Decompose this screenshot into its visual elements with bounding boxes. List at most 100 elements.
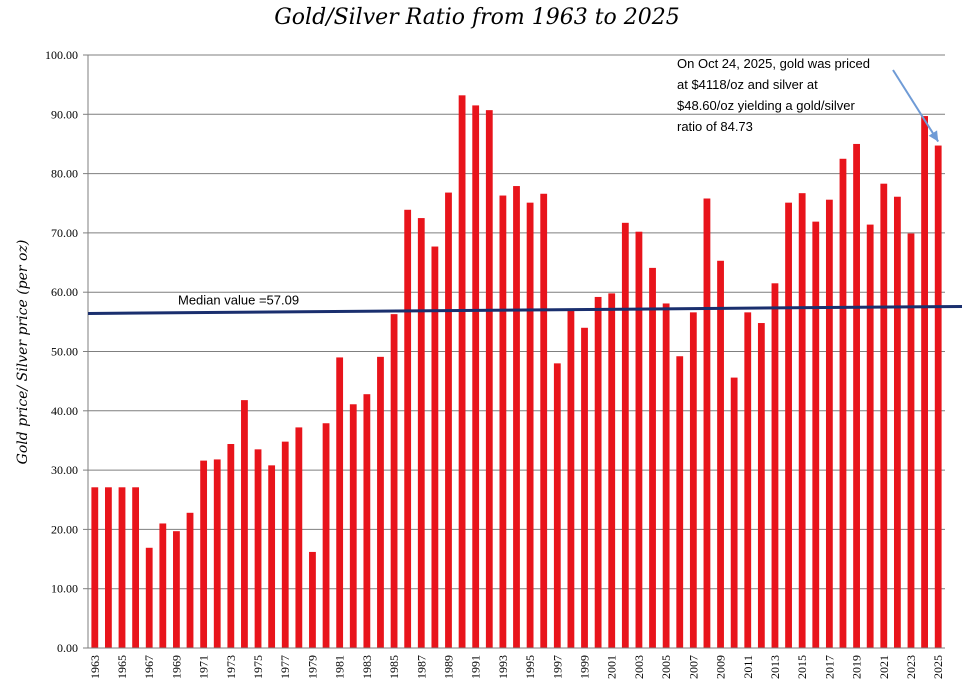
bar [853,143,860,648]
x-tick-label: 1981 [333,655,347,679]
bar [200,460,208,648]
y-tick-label: 30.00 [51,463,78,477]
annotation-line: ratio of 84.73 [677,119,753,134]
x-tick-label: 1995 [523,655,537,679]
y-tick-label: 10.00 [51,582,78,596]
x-tick-label: 2001 [605,655,619,679]
x-tick-label: 1971 [197,655,211,679]
x-tick-label: 1987 [414,655,428,679]
x-tick-label: 2015 [795,655,809,679]
bar [159,523,167,648]
bar [431,246,439,648]
bar [635,231,643,649]
bar [730,377,738,648]
bar [363,394,371,648]
bar [866,224,874,648]
bar [839,158,847,648]
x-tick-label: 2007 [686,655,700,679]
bar [594,296,602,648]
bar [621,222,629,648]
median-label: Median value =57.09 [178,292,299,307]
bar [227,444,235,648]
y-tick-labels: 0.00 10.00 20.00 30.00 40.00 50.00 60.00 70.00 8… [45,48,78,655]
bar [254,449,262,648]
bar [921,116,928,649]
bar [689,312,697,648]
bar [717,260,724,648]
x-tick-label: 1983 [360,655,374,679]
bar [676,356,684,648]
bar [744,312,752,648]
x-tick-label: 2013 [768,655,782,679]
bar [785,202,792,649]
bar [608,293,616,648]
bar [553,363,561,648]
y-tick-label: 40.00 [51,404,78,418]
bar [907,233,915,649]
bar [649,267,656,648]
bar [349,404,357,648]
annotation-line: $48.60/oz yielding a gold/silver [677,98,855,113]
bar [581,327,588,648]
bar [812,221,820,648]
bar [213,459,221,648]
x-tick-label: 1989 [441,655,455,679]
bar [145,547,153,648]
bar [322,423,330,648]
bar [771,283,779,648]
annotation-arrowhead [928,130,939,142]
bar [132,487,140,648]
y-tick-label: 0.00 [57,641,78,655]
bar [798,193,806,648]
x-tick-label: 2023 [904,655,918,679]
annotation: On Oct 24, 2025, gold was priced at $4118… [677,56,940,143]
bar [241,400,248,648]
bar [377,356,384,648]
bar [417,218,425,648]
bar [404,209,412,648]
bar [662,303,670,648]
bar [105,487,112,648]
x-tick-labels: 1963 1965 1967 1969 1971 1973 1975 1977 1979 1981… [88,655,945,679]
bar [567,310,575,648]
x-tick-label: 2003 [632,655,646,679]
x-tick-label: 2021 [877,655,891,679]
bar [281,441,289,648]
annotation-line: at $4118/oz and silver at [677,77,818,92]
y-tick-label: 70.00 [51,226,78,240]
bar [445,192,452,649]
y-tick-label: 60.00 [51,285,78,299]
x-tick-label: 2011 [741,655,755,679]
bar [703,198,711,649]
bar [934,145,942,649]
y-tick-label: 90.00 [51,107,78,121]
bar [526,202,534,649]
x-tick-label: 1963 [88,655,102,679]
bar [336,357,344,648]
x-tick-label: 1975 [251,655,265,679]
x-tick-label: 2009 [714,655,728,679]
bar [118,487,126,648]
x-tick-label: 2025 [931,655,945,679]
bar [472,105,480,648]
median-line [87,304,963,315]
bar [513,186,520,649]
y-tick-label: 20.00 [51,522,78,536]
annotation-arrow [892,69,940,143]
y-axis-label: Gold price/ Silver price (per oz) [15,240,31,465]
bar [825,199,833,648]
chart-title: Gold/Silver Ratio from 1963 to 2025 [274,5,680,30]
bar [893,196,901,649]
bar [295,427,303,648]
median-line-group: Median value =57.09 [87,292,963,315]
x-tick-label: 2005 [659,655,673,679]
bar [458,95,466,649]
x-tick-label: 1965 [115,655,129,679]
y-tick-label: 80.00 [51,167,78,181]
x-tick-label: 1973 [224,655,238,679]
bars [91,95,942,649]
bar [186,512,194,648]
x-tick-label: 2017 [822,655,836,679]
x-tick-label: 1991 [469,655,483,679]
